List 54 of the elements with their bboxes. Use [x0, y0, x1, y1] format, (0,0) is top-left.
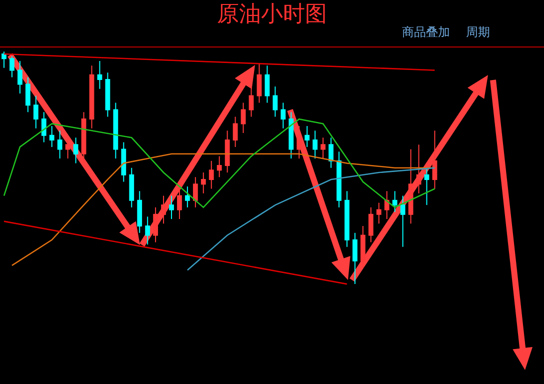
text: 商品叠加	[402, 25, 450, 39]
candlestick	[10, 56, 14, 78]
candlestick	[408, 148, 414, 224]
candlestick	[17, 60, 22, 94]
candlestick	[304, 126, 310, 148]
candlestick	[161, 195, 166, 224]
candlestick	[129, 167, 134, 208]
candlestick	[33, 95, 38, 129]
candlestick	[89, 65, 94, 129]
candlestick	[73, 137, 78, 164]
candlestick	[208, 160, 214, 190]
candlestick	[240, 102, 246, 134]
candlestick	[272, 86, 278, 118]
candlestick	[49, 126, 54, 148]
candlestick	[169, 195, 174, 220]
candlestick	[336, 151, 342, 208]
candlestick	[224, 130, 230, 173]
candlestick	[200, 172, 206, 194]
candlestick	[192, 176, 198, 208]
candlestick	[145, 216, 150, 246]
candlestick	[153, 206, 158, 243]
candlestick	[328, 137, 334, 168]
candlestick	[256, 62, 262, 104]
candlestick	[25, 76, 30, 113]
candlestick	[216, 156, 222, 178]
candlestick	[280, 102, 286, 129]
candlestick	[416, 144, 422, 194]
candlestick	[121, 142, 126, 182]
candlestick	[384, 190, 390, 220]
candlestick	[424, 167, 430, 206]
candlestick	[97, 60, 102, 90]
candlestick	[2, 51, 6, 68]
candlestick	[320, 137, 326, 160]
candlestick	[296, 126, 302, 160]
candlestick	[392, 190, 398, 213]
candlestick	[288, 112, 294, 160]
text: 周期	[466, 25, 490, 39]
candlestick	[400, 195, 406, 248]
candlestick	[344, 190, 350, 248]
candlestick	[352, 232, 358, 285]
candlestick	[41, 112, 46, 143]
candlestick	[137, 190, 142, 234]
candlestick	[376, 202, 382, 224]
candlestick	[232, 116, 238, 148]
chart-title: 原油小时图	[217, 2, 327, 28]
candlestick	[57, 130, 62, 160]
candlestick	[105, 72, 110, 118]
candlestick	[248, 86, 254, 118]
candlestick	[432, 130, 438, 190]
candlestick	[368, 206, 374, 243]
candlestick	[113, 102, 118, 160]
candlestick	[264, 65, 270, 104]
candlestick	[312, 130, 318, 160]
candlestick	[184, 186, 190, 208]
